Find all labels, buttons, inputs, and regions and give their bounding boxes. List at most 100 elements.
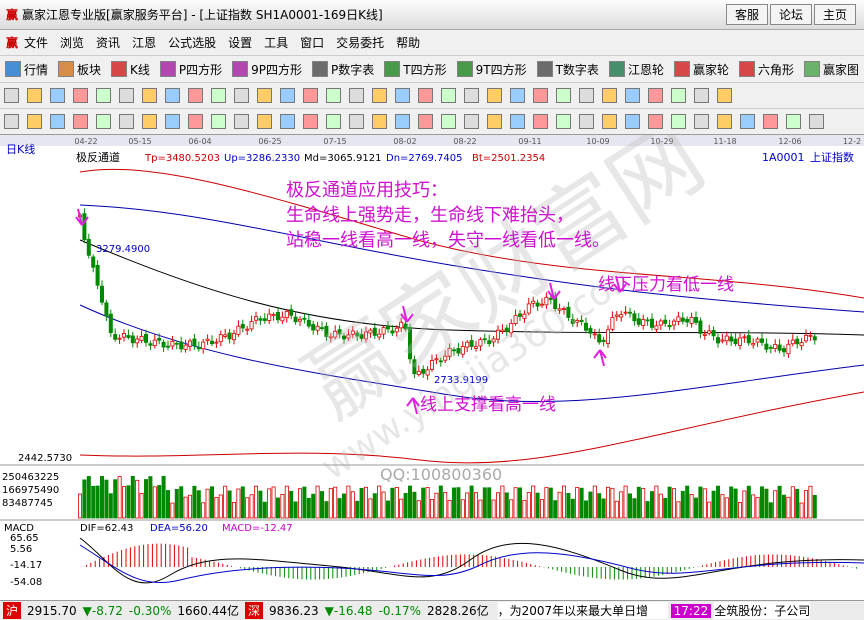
toolbar-button[interactable]: T四方形 [384, 61, 447, 78]
toolbar-button[interactable]: 板块 [58, 61, 101, 78]
tool-icon[interactable] [602, 88, 617, 103]
tool-icon[interactable] [740, 114, 755, 129]
toolbar-button[interactable]: P数字表 [312, 61, 374, 78]
tool-icon[interactable] [441, 88, 456, 103]
volume-bar [421, 487, 426, 519]
tool-icon[interactable] [671, 88, 686, 103]
toolbar-button[interactable]: K线 [111, 61, 150, 78]
volume-bar [183, 496, 188, 519]
window-button[interactable]: 主页 [813, 4, 856, 25]
tool-icon[interactable] [211, 88, 226, 103]
tool-icon[interactable] [487, 114, 502, 129]
tool-icon[interactable] [326, 88, 341, 103]
menu-item[interactable]: 资讯 [96, 36, 121, 50]
tool-icon[interactable] [464, 114, 479, 129]
tool-icon[interactable] [349, 88, 364, 103]
candle-body [421, 368, 426, 374]
toolbar-button[interactable]: 行情 [5, 61, 48, 78]
tool-icon[interactable] [165, 114, 180, 129]
tool-icon[interactable] [556, 88, 571, 103]
tool-icon[interactable] [579, 88, 594, 103]
menu-item[interactable]: 设置 [228, 36, 253, 50]
tool-icon[interactable] [809, 114, 824, 129]
tool-icon[interactable] [717, 114, 732, 129]
tool-icon[interactable] [533, 114, 548, 129]
tool-icon[interactable] [464, 88, 479, 103]
tool-icon[interactable] [73, 88, 88, 103]
candle-body [597, 334, 602, 343]
menu-item[interactable]: 江恩 [132, 36, 157, 50]
volume-bar [165, 490, 170, 519]
tool-icon[interactable] [96, 114, 111, 129]
tool-icon[interactable] [510, 88, 525, 103]
menu-item[interactable]: 浏览 [60, 36, 85, 50]
channel-line [79, 391, 864, 464]
tool-icon[interactable] [73, 114, 88, 129]
tool-icon[interactable] [602, 114, 617, 129]
tool-icon[interactable] [395, 114, 410, 129]
tool-icon[interactable] [372, 114, 387, 129]
tool-icon[interactable] [27, 114, 42, 129]
tool-icon[interactable] [648, 114, 663, 129]
toolbar-button[interactable]: P四方形 [159, 61, 222, 78]
tool-icon[interactable] [326, 114, 341, 129]
menu-item[interactable]: 文件 [24, 36, 49, 50]
window-button[interactable]: 客服 [725, 4, 768, 25]
tool-icon[interactable] [257, 88, 272, 103]
toolbar-button[interactable]: 9P四方形 [232, 61, 302, 78]
tool-icon[interactable] [349, 114, 364, 129]
window-button[interactable]: 论坛 [769, 4, 812, 25]
toolbar-button[interactable]: 江恩轮 [608, 61, 664, 78]
tool-icon[interactable] [441, 114, 456, 129]
tool-icon[interactable] [257, 114, 272, 129]
tool-icon[interactable] [96, 88, 111, 103]
tool-icon[interactable] [119, 88, 134, 103]
tool-icon[interactable] [786, 114, 801, 129]
tool-icon[interactable] [280, 114, 295, 129]
tool-icon[interactable] [27, 88, 42, 103]
tool-icon[interactable] [763, 114, 778, 129]
tool-icon[interactable] [694, 114, 709, 129]
toolbar-button[interactable]: 赢家轮 [673, 61, 729, 78]
tool-icon[interactable] [303, 88, 318, 103]
tool-icon[interactable] [671, 114, 686, 129]
tool-icon[interactable] [303, 114, 318, 129]
tool-icon[interactable] [119, 114, 134, 129]
tool-icon[interactable] [372, 88, 387, 103]
toolbar-button[interactable]: 赢家图 [803, 61, 859, 78]
tool-icon[interactable] [50, 114, 65, 129]
tool-icon[interactable] [533, 88, 548, 103]
tool-icon[interactable] [648, 88, 663, 103]
tool-icon[interactable] [4, 88, 19, 103]
tool-icon[interactable] [510, 114, 525, 129]
tool-icon[interactable] [694, 88, 709, 103]
tool-icon[interactable] [487, 88, 502, 103]
tool-icon[interactable] [142, 88, 157, 103]
tool-icon[interactable] [234, 88, 249, 103]
tool-icon[interactable] [418, 114, 433, 129]
tool-icon[interactable] [625, 114, 640, 129]
menu-item[interactable]: 交易委托 [336, 36, 385, 50]
tool-icon[interactable] [142, 114, 157, 129]
tool-icon[interactable] [717, 88, 732, 103]
toolbar-button[interactable]: 六角形 [738, 61, 794, 78]
tool-icon[interactable] [556, 114, 571, 129]
tool-icon[interactable] [188, 114, 203, 129]
tool-icon[interactable] [625, 88, 640, 103]
tool-icon[interactable] [579, 114, 594, 129]
tool-icon[interactable] [165, 88, 180, 103]
tool-icon[interactable] [50, 88, 65, 103]
tool-icon[interactable] [211, 114, 226, 129]
tool-icon[interactable] [4, 114, 19, 129]
toolbar-button[interactable]: 9T四方形 [456, 61, 527, 78]
menu-item[interactable]: 帮助 [396, 36, 421, 50]
tool-icon[interactable] [234, 114, 249, 129]
tool-icon[interactable] [418, 88, 433, 103]
tool-icon[interactable] [188, 88, 203, 103]
tool-icon[interactable] [280, 88, 295, 103]
tool-icon[interactable] [395, 88, 410, 103]
menu-item[interactable]: 工具 [264, 36, 289, 50]
toolbar-button[interactable]: T数字表 [536, 61, 599, 78]
menu-item[interactable]: 公式选股 [168, 36, 217, 50]
menu-item[interactable]: 窗口 [300, 36, 325, 50]
